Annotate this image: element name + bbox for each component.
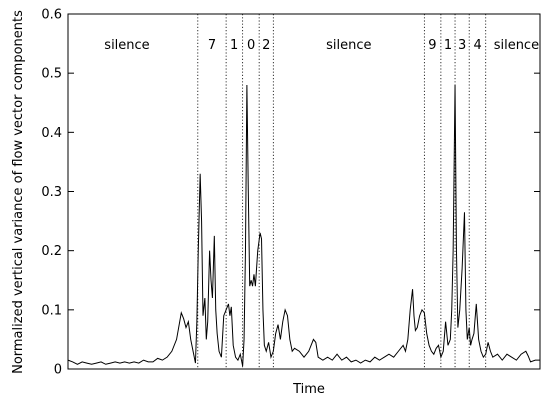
- y-tick-label: 0.2: [41, 244, 62, 259]
- segment-label: 4: [474, 38, 482, 53]
- y-tick-label: 0.5: [41, 67, 62, 82]
- segment-label: 9: [428, 38, 436, 53]
- y-tick-label: 0: [54, 363, 62, 378]
- segment-labels: silence 7 1 0 2 silence 9 1 3 4 silence: [104, 38, 539, 53]
- series-line: [67, 84, 540, 367]
- segment-boundaries: [197, 14, 487, 369]
- segment-label: silence: [104, 38, 149, 53]
- y-tick-label: 0.3: [41, 185, 62, 200]
- segment-label: 1: [230, 38, 238, 53]
- segment-label: 2: [262, 38, 270, 53]
- segment-label: 7: [208, 38, 216, 53]
- segment-label: silence: [326, 38, 371, 53]
- segment-label: 3: [458, 38, 466, 53]
- segment-label: 1: [444, 38, 452, 53]
- segment-label: 0: [247, 38, 255, 53]
- segment-label: silence: [494, 38, 539, 53]
- y-tick-label: 0.4: [41, 126, 62, 141]
- x-axis-label: Time: [292, 382, 325, 395]
- y-axis-label: Normalized vertical variance of flow vec…: [11, 10, 26, 374]
- y-axis-ticks: 0 0.1 0.2 0.3 0.4 0.5 0.6: [41, 8, 540, 378]
- y-tick-label: 0.1: [41, 303, 62, 318]
- y-tick-label: 0.6: [41, 8, 62, 23]
